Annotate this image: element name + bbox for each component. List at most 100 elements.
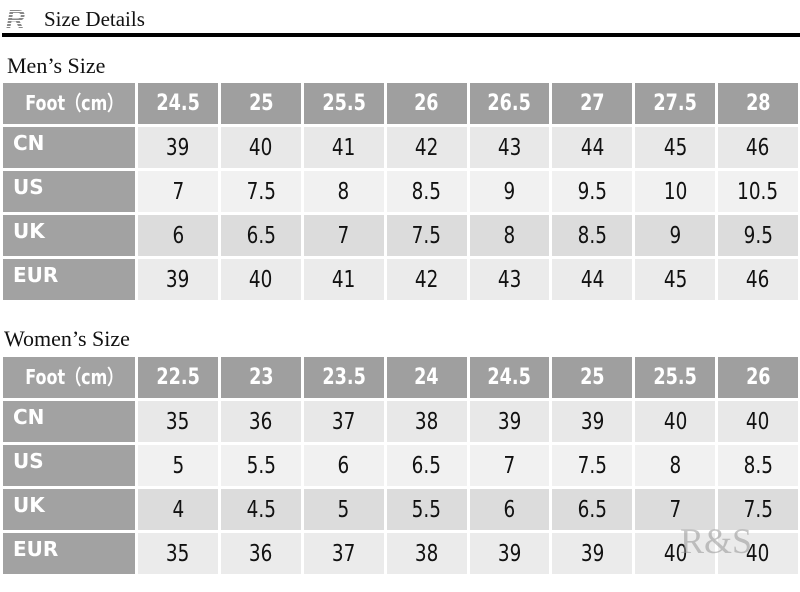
size-cell-text: 9.5 bbox=[577, 178, 607, 205]
size-cell-text: 9 bbox=[503, 178, 516, 205]
size-cell: 36 bbox=[220, 401, 301, 442]
foot-size-header-text: 24 bbox=[414, 365, 439, 390]
foot-size-header-text: 24.5 bbox=[156, 91, 200, 116]
size-cell-text: 10.5 bbox=[737, 178, 779, 205]
size-cell: 44 bbox=[552, 259, 633, 300]
foot-size-header-text: 24.5 bbox=[487, 365, 532, 390]
size-cell-text: 9 bbox=[669, 222, 682, 249]
size-cell: 38 bbox=[386, 533, 467, 574]
row-label-uk-text: UK bbox=[13, 219, 45, 243]
size-cell-text: 10 bbox=[663, 178, 687, 205]
size-cell: 41 bbox=[303, 259, 384, 300]
size-cell: 6 bbox=[469, 489, 550, 530]
header-label-text: Foot（cm） bbox=[25, 365, 124, 389]
size-cell: 37 bbox=[303, 401, 384, 442]
foot-size-header: 24.5 bbox=[138, 83, 218, 124]
foot-size-header: 23.5 bbox=[303, 357, 384, 398]
size-cell-text: 41 bbox=[331, 134, 356, 161]
size-cell: 5.5 bbox=[386, 489, 467, 530]
foot-size-header: 24 bbox=[386, 357, 467, 398]
size-cell-text: 36 bbox=[249, 408, 273, 435]
size-cell: 6 bbox=[138, 215, 218, 256]
size-cell-text: 8.5 bbox=[411, 178, 442, 205]
foot-size-header: 27 bbox=[552, 83, 633, 124]
size-cell-text: 39 bbox=[166, 134, 190, 161]
women-size-title: Women’s Size bbox=[4, 326, 130, 351]
size-cell-text: 7.5 bbox=[743, 496, 773, 523]
size-cell-text: 40 bbox=[249, 266, 273, 293]
size-cell: 8.5 bbox=[386, 171, 467, 212]
size-cell-text: 6.5 bbox=[577, 496, 607, 523]
size-cell: 40 bbox=[718, 401, 798, 442]
size-cell: 9 bbox=[635, 215, 716, 256]
size-cell-text: 40 bbox=[746, 540, 770, 567]
size-cell-text: 8 bbox=[669, 452, 682, 479]
foot-size-header-text: 25 bbox=[248, 91, 274, 116]
size-cell: 4.5 bbox=[220, 489, 301, 530]
size-cell: 37 bbox=[303, 533, 384, 574]
row-label-eur-text: EUR bbox=[13, 263, 59, 287]
foot-size-header: 27.5 bbox=[635, 83, 716, 124]
size-cell: 42 bbox=[386, 259, 467, 300]
foot-size-header: 26 bbox=[718, 357, 798, 398]
size-cell-text: 46 bbox=[746, 134, 770, 161]
size-cell-text: 5 bbox=[337, 496, 350, 523]
size-cell: 41 bbox=[303, 127, 384, 168]
foot-size-header-text: 23.5 bbox=[321, 365, 366, 390]
foot-size-header-text: 23 bbox=[248, 365, 274, 390]
size-cell: 5.5 bbox=[220, 445, 301, 486]
foot-size-header-text: 26 bbox=[745, 365, 771, 390]
foot-size-header-text: 22.5 bbox=[156, 365, 200, 390]
header-label-text: Foot（cm） bbox=[25, 91, 124, 115]
foot-size-header: 25 bbox=[220, 83, 301, 124]
size-cell-text: 45 bbox=[663, 134, 687, 161]
men-size-title: Men’s Size bbox=[7, 53, 106, 78]
size-cell-text: 40 bbox=[663, 408, 687, 435]
size-cell: 5 bbox=[138, 445, 218, 486]
row-label-us-text: US bbox=[13, 175, 44, 199]
row-label-uk: UK bbox=[3, 489, 135, 530]
size-cell: 9.5 bbox=[718, 215, 798, 256]
size-cell-text: 35 bbox=[166, 540, 190, 567]
size-cell: 36 bbox=[220, 533, 301, 574]
size-cell: 46 bbox=[718, 259, 798, 300]
size-cell-text: 7 bbox=[337, 222, 350, 249]
size-cell-text: 39 bbox=[497, 408, 522, 435]
size-cell: 7.5 bbox=[220, 171, 301, 212]
size-cell-text: 6 bbox=[172, 222, 184, 249]
row-label-eur-text: EUR bbox=[13, 537, 59, 561]
row-label-uk: UK bbox=[3, 215, 135, 256]
size-cell-text: 44 bbox=[580, 134, 605, 161]
foot-size-header: 26.5 bbox=[469, 83, 550, 124]
foot-size-header: 23 bbox=[220, 357, 301, 398]
size-cell-text: 36 bbox=[249, 540, 273, 567]
size-cell: 8.5 bbox=[552, 215, 633, 256]
size-cell: 7.5 bbox=[718, 489, 798, 530]
size-cell: 9 bbox=[469, 171, 550, 212]
foot-size-header-text: 28 bbox=[745, 91, 771, 116]
size-cell: 9.5 bbox=[552, 171, 633, 212]
size-cell-text: 35 bbox=[166, 408, 190, 435]
size-cell: 45 bbox=[635, 127, 716, 168]
foot-size-header: 25 bbox=[552, 357, 633, 398]
size-cell: 39 bbox=[469, 533, 550, 574]
size-cell-text: 7.5 bbox=[577, 452, 607, 479]
size-cell-text: 4.5 bbox=[246, 496, 276, 523]
size-cell: 7 bbox=[469, 445, 550, 486]
size-cell: 7 bbox=[138, 171, 218, 212]
header-label: Foot（cm） bbox=[3, 83, 135, 124]
watermark: R&S bbox=[680, 521, 753, 561]
foot-size-header-text: 27 bbox=[580, 91, 605, 116]
size-cell-text: 39 bbox=[497, 540, 522, 567]
size-cell-text: 40 bbox=[746, 408, 770, 435]
men-size-table: Foot（cm） 24.5 25 25.5 26 26.5 27 27.5 28 CN 39 40 41… bbox=[3, 83, 798, 300]
size-cell-text: 5.5 bbox=[411, 496, 442, 523]
size-cell-text: 41 bbox=[331, 266, 356, 293]
size-cell: 4 bbox=[138, 489, 218, 530]
size-cell-text: 39 bbox=[580, 540, 605, 567]
size-cell-text: 43 bbox=[497, 134, 522, 161]
size-cell-text: 7 bbox=[172, 178, 184, 205]
size-cell: 44 bbox=[552, 127, 633, 168]
size-cell: 40 bbox=[220, 259, 301, 300]
foot-size-header: 25.5 bbox=[635, 357, 716, 398]
